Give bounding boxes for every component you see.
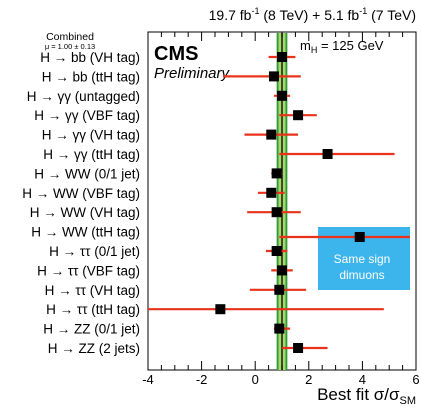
category-label: H → bb (VH tag): [40, 50, 140, 65]
same-sign-dimuon-inset: Same sign dimuons: [279, 227, 410, 290]
category-label: H → ττ (0/1 jet): [49, 244, 140, 259]
category-label: H → WW (VH tag): [30, 205, 140, 220]
luminosity-label: 19.7 fb-1 (8 TeV) + 5.1 fb-1 (7 TeV): [209, 6, 416, 23]
x-tick-label: -4: [142, 372, 154, 387]
category-label: H → γγ (VH tag): [42, 128, 140, 143]
category-label: H → WW (0/1 jet): [34, 166, 140, 181]
mass-label: mH = 125 GeV: [300, 38, 384, 55]
data-marker: [266, 129, 277, 140]
inset-text-line1: Same sign: [334, 252, 391, 266]
experiment-label: CMS: [154, 43, 198, 65]
data-marker: [274, 284, 285, 295]
x-tick-label: 2: [305, 372, 312, 387]
data-marker: [215, 304, 226, 315]
category-label: H → WW (ttH tag): [31, 225, 140, 240]
data-marker: [268, 71, 279, 82]
data-marker: [271, 168, 282, 179]
category-label: H → γγ (untagged): [27, 89, 140, 104]
status-label: Preliminary: [154, 65, 231, 82]
category-label: H → γγ (VBF tag): [34, 108, 140, 123]
combined-value: μ = 1.00 ± 0.13: [45, 42, 95, 51]
data-points: [148, 52, 395, 353]
inset-marker: [354, 232, 365, 242]
category-label: H → ττ (VH tag): [45, 283, 140, 298]
x-tick-label: 6: [412, 372, 419, 387]
x-axis: -4 -2 0 2 4 6: [142, 32, 420, 387]
combined-band: [276, 33, 288, 370]
combined-label: Combined: [46, 31, 94, 43]
data-marker: [266, 187, 277, 198]
x-axis-title: Best fit σ/σSM: [317, 385, 416, 407]
category-label: H → ZZ (0/1 jet): [43, 322, 140, 337]
data-marker: [274, 323, 285, 334]
x-tick-label: 0: [252, 372, 259, 387]
category-label: H → ZZ (2 jets): [48, 341, 140, 356]
data-marker: [293, 110, 304, 121]
category-label: H → ττ (ttH tag): [46, 302, 140, 317]
x-tick-label: 4: [359, 372, 366, 387]
data-marker: [277, 52, 287, 62]
category-labels: H → bb (VH tag) H → bb (ttH tag) H → γγ (u…: [22, 50, 140, 356]
category-label: H → WW (VBF tag): [22, 186, 140, 201]
data-marker: [277, 265, 287, 276]
data-marker: [277, 90, 287, 101]
category-label: H → bb (ttH tag): [42, 69, 140, 84]
x-tick-label: -2: [196, 372, 208, 387]
inset-text-line2: dimuons: [339, 268, 384, 282]
category-label: H → ττ (VBF tag): [37, 263, 140, 278]
category-label: H → γγ (ttH tag): [43, 147, 140, 162]
data-marker: [293, 343, 304, 353]
data-marker: [271, 207, 282, 218]
data-marker: [271, 246, 282, 256]
data-marker: [322, 149, 333, 159]
